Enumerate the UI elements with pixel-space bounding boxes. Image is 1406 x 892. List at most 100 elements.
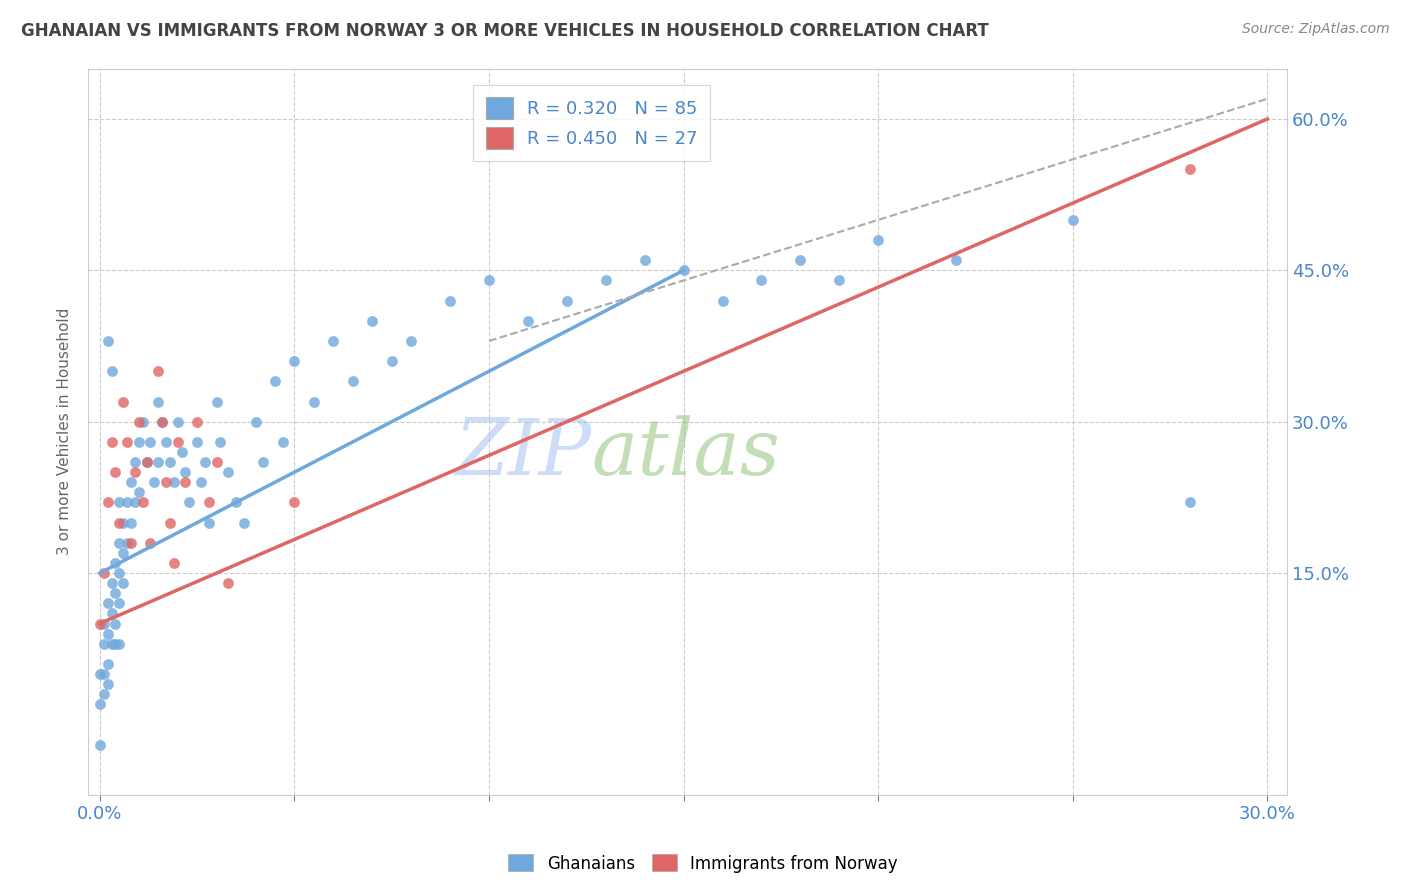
Point [155,434,177,449]
Point [139,536,162,550]
Point [150,415,173,429]
Point [131,495,153,509]
Point [555,293,578,308]
Point [135,455,157,469]
Point [108,495,131,509]
Point [166,415,188,429]
Point [245,415,267,429]
Point [945,253,967,268]
Point [124,465,146,479]
Point [283,354,305,368]
Text: Source: ZipAtlas.com: Source: ZipAtlas.com [1241,22,1389,37]
Point [93,566,115,580]
Point [186,415,208,429]
Point [108,516,131,530]
Point [128,485,150,500]
Point [143,475,166,490]
Point [163,475,186,490]
Point [112,516,135,530]
Point [225,495,247,509]
Legend: R = 0.320   N = 85, R = 0.450   N = 27: R = 0.320 N = 85, R = 0.450 N = 27 [472,85,710,161]
Point [342,375,364,389]
Point [789,253,811,268]
Point [93,667,115,681]
Point [93,637,115,651]
Point [194,455,217,469]
Point [198,495,221,509]
Point [217,576,239,591]
Point [89,698,111,712]
Point [209,434,232,449]
Point [131,415,153,429]
Y-axis label: 3 or more Vehicles in Household: 3 or more Vehicles in Household [58,308,72,556]
Point [108,637,131,651]
Point [595,273,617,287]
Point [751,273,773,287]
Point [104,637,127,651]
Point [155,475,177,490]
Point [1178,162,1201,177]
Point [100,364,122,378]
Point [112,394,135,409]
Point [399,334,422,348]
Point [232,516,254,530]
Text: ZIP: ZIP [454,416,592,491]
Point [1062,213,1084,227]
Point [174,475,197,490]
Text: atlas: atlas [592,416,780,491]
Point [124,495,146,509]
Point [139,434,162,449]
Point [672,263,695,277]
Point [128,434,150,449]
Point [283,495,305,509]
Point [198,516,221,530]
Point [264,375,287,389]
Point [89,616,111,631]
Point [868,233,890,247]
Point [148,364,170,378]
Point [108,536,131,550]
Point [186,434,208,449]
Point [100,607,122,621]
Point [89,738,111,752]
Point [93,687,115,701]
Point [170,445,193,459]
Point [104,586,127,600]
Point [135,455,157,469]
Point [97,495,120,509]
Point [439,293,461,308]
Point [179,495,201,509]
Point [828,273,851,287]
Point [634,253,657,268]
Legend: Ghanaians, Immigrants from Norway: Ghanaians, Immigrants from Norway [502,847,904,880]
Point [120,475,142,490]
Point [97,677,120,691]
Point [108,596,131,610]
Point [159,455,181,469]
Point [115,495,138,509]
Point [217,465,239,479]
Point [711,293,734,308]
Point [93,616,115,631]
Point [100,434,122,449]
Point [97,334,120,348]
Point [302,394,325,409]
Point [166,434,188,449]
Point [205,455,228,469]
Point [115,434,138,449]
Point [115,536,138,550]
Point [159,516,181,530]
Point [104,465,127,479]
Point [516,314,538,328]
Point [148,455,170,469]
Point [112,576,135,591]
Point [108,566,131,580]
Point [361,314,384,328]
Point [150,415,173,429]
Point [120,516,142,530]
Point [271,434,294,449]
Point [120,536,142,550]
Point [190,475,212,490]
Point [381,354,404,368]
Point [478,273,501,287]
